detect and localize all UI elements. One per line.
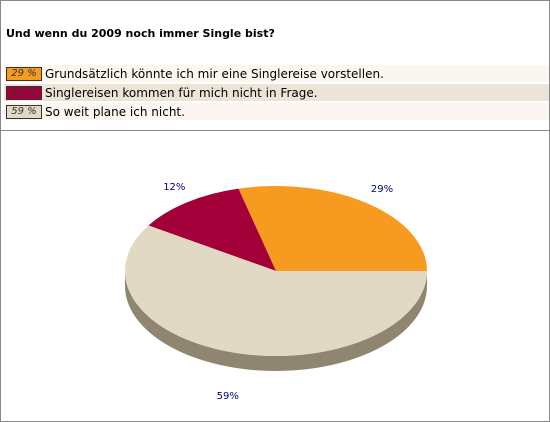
pie-label-unplanned: 59%: [217, 391, 239, 402]
pie-slice-no: [148, 188, 276, 271]
pie-label-no: 12%: [163, 182, 185, 193]
pie-side-unplanned: [125, 271, 427, 371]
legend-percent-unplanned: 59 %: [6, 104, 42, 119]
pie-sides: [125, 271, 427, 371]
header-divider: [1, 130, 549, 131]
pie-slice-yes: [238, 186, 427, 271]
pie-labels: 29% 12% 59%: [163, 182, 393, 402]
legend-label-yes: Grundsätzlich könnte ich mir eine Single…: [45, 66, 384, 81]
legend-row-yes: 29 % Grundsätzlich könnte ich mir eine S…: [4, 65, 549, 82]
legend-label-no: Singlereisen kommen für mich nicht in Fr…: [45, 85, 318, 100]
pie-slices: [124, 186, 427, 357]
legend-label-unplanned: So weit plane ich nicht.: [45, 104, 185, 119]
legend-row-unplanned: 59 % So weit plane ich nicht.: [4, 103, 549, 120]
legend-percent-no: 12 %: [6, 85, 42, 100]
poll-header: Und wenn du 2009 noch immer Single bist?…: [1, 1, 549, 130]
pie-label-yes: 29%: [371, 184, 393, 195]
legend-row-no: 12 % Singlereisen kommen für mich nicht …: [4, 84, 549, 101]
pie-chart: 29% 12% 59%: [124, 182, 427, 402]
pie-slice-unplanned: [124, 225, 427, 357]
legend-percent-yes: 29 %: [6, 66, 42, 81]
poll-question: Und wenn du 2009 noch immer Single bist?: [6, 27, 275, 40]
